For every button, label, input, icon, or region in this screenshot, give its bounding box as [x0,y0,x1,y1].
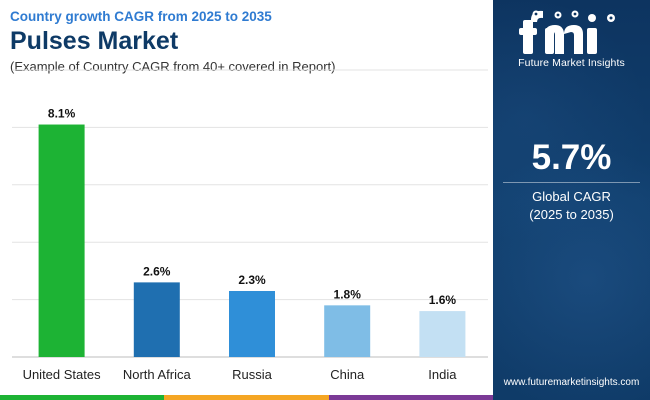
website-link[interactable]: www.futuremarketinsights.com [503,377,640,388]
bar-chart: 8.1% United States 2.6% North Africa 2.3% Rus… [12,69,488,382]
chart-subtitle: Country growth CAGR from 2025 to 2035 [10,9,272,24]
bar-china [324,305,371,357]
cagr-divider [503,182,640,183]
bottom-bar-segment-green [0,395,165,400]
global-cagr-value: 5.7% [531,138,612,177]
x-tick-label-russia: Russia [232,367,273,382]
x-tick-label-north-africa: North Africa [123,367,192,382]
bar-india [419,311,466,357]
panel-background-texture [493,0,650,400]
bar-united-states [38,124,85,357]
bottom-bar-segment-orange [164,395,329,400]
bar-russia [229,290,275,357]
data-label-india: 1.6% [429,293,457,307]
chart-title: Pulses Market [10,27,179,55]
bottom-bar-segment-purple [328,395,493,400]
logo: Future Market Insights [493,8,650,69]
bar-north-africa [133,282,180,357]
bottom-color-bar [0,395,493,400]
data-label-north-africa: 2.6% [143,264,171,278]
fmi-logo-icon [518,10,615,54]
side-panel: Future Market Insights 5.7% Global CAGR … [493,0,650,400]
global-cagr-label-line1: Global CAGR [532,189,611,204]
data-label-united-states: 8.1% [48,107,76,121]
data-label-russia: 2.3% [238,273,266,287]
global-cagr-label-line2: (2025 to 2035) [529,207,614,222]
data-label-china: 1.8% [334,287,362,301]
x-tick-label-china: China [330,367,365,382]
x-tick-label-india: India [428,367,457,382]
logo-text: Future Market Insights [518,57,625,69]
global-cagr-label: Global CAGR (2025 to 2035) [493,188,650,224]
x-tick-label-united-states: United States [23,367,102,382]
